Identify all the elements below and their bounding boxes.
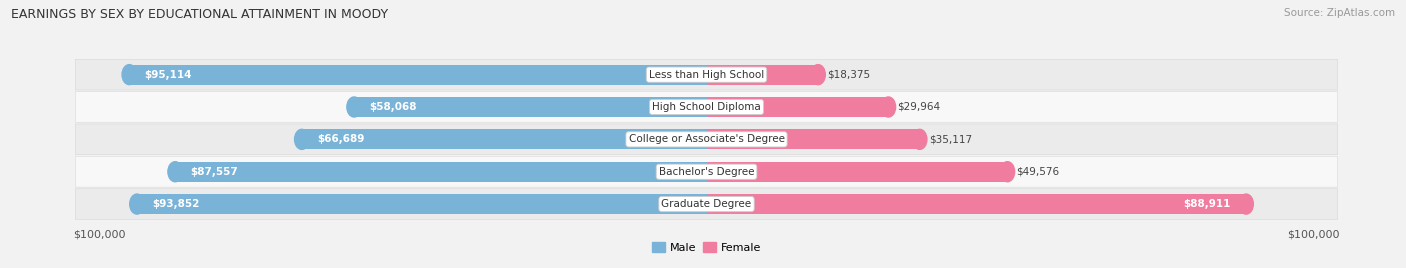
Ellipse shape bbox=[912, 129, 927, 149]
Ellipse shape bbox=[122, 65, 136, 85]
Text: Source: ZipAtlas.com: Source: ZipAtlas.com bbox=[1284, 8, 1395, 18]
Bar bbox=[129, 65, 707, 85]
Bar bbox=[176, 162, 707, 182]
FancyBboxPatch shape bbox=[76, 92, 1337, 122]
Text: $35,117: $35,117 bbox=[929, 134, 972, 144]
Ellipse shape bbox=[129, 194, 145, 214]
Text: $29,964: $29,964 bbox=[897, 102, 941, 112]
Text: $87,557: $87,557 bbox=[190, 167, 238, 177]
Bar bbox=[354, 97, 707, 117]
Ellipse shape bbox=[1239, 194, 1253, 214]
Bar bbox=[707, 97, 889, 117]
FancyBboxPatch shape bbox=[76, 189, 1337, 219]
Text: $58,068: $58,068 bbox=[370, 102, 416, 112]
Bar bbox=[136, 194, 707, 214]
FancyBboxPatch shape bbox=[76, 59, 1337, 90]
Bar bbox=[707, 65, 818, 85]
Ellipse shape bbox=[882, 97, 896, 117]
Text: Less than High School: Less than High School bbox=[650, 70, 763, 80]
Text: $95,114: $95,114 bbox=[145, 70, 193, 80]
Text: Bachelor's Degree: Bachelor's Degree bbox=[659, 167, 754, 177]
Ellipse shape bbox=[1000, 162, 1015, 182]
Text: High School Diploma: High School Diploma bbox=[652, 102, 761, 112]
Ellipse shape bbox=[167, 162, 183, 182]
Legend: Male, Female: Male, Female bbox=[648, 238, 765, 257]
Text: $88,911: $88,911 bbox=[1184, 199, 1230, 209]
Text: College or Associate's Degree: College or Associate's Degree bbox=[628, 134, 785, 144]
Text: $66,689: $66,689 bbox=[316, 134, 364, 144]
Text: $49,576: $49,576 bbox=[1017, 167, 1060, 177]
Text: EARNINGS BY SEX BY EDUCATIONAL ATTAINMENT IN MOODY: EARNINGS BY SEX BY EDUCATIONAL ATTAINMEN… bbox=[11, 8, 388, 21]
FancyBboxPatch shape bbox=[76, 156, 1337, 187]
Bar bbox=[707, 194, 1246, 214]
FancyBboxPatch shape bbox=[76, 124, 1337, 155]
Text: Graduate Degree: Graduate Degree bbox=[661, 199, 752, 209]
Ellipse shape bbox=[347, 97, 361, 117]
Bar bbox=[302, 129, 707, 149]
Bar bbox=[707, 162, 1007, 182]
Ellipse shape bbox=[811, 65, 825, 85]
Bar bbox=[707, 129, 920, 149]
Text: $18,375: $18,375 bbox=[827, 70, 870, 80]
Ellipse shape bbox=[294, 129, 309, 149]
Text: $93,852: $93,852 bbox=[152, 199, 200, 209]
